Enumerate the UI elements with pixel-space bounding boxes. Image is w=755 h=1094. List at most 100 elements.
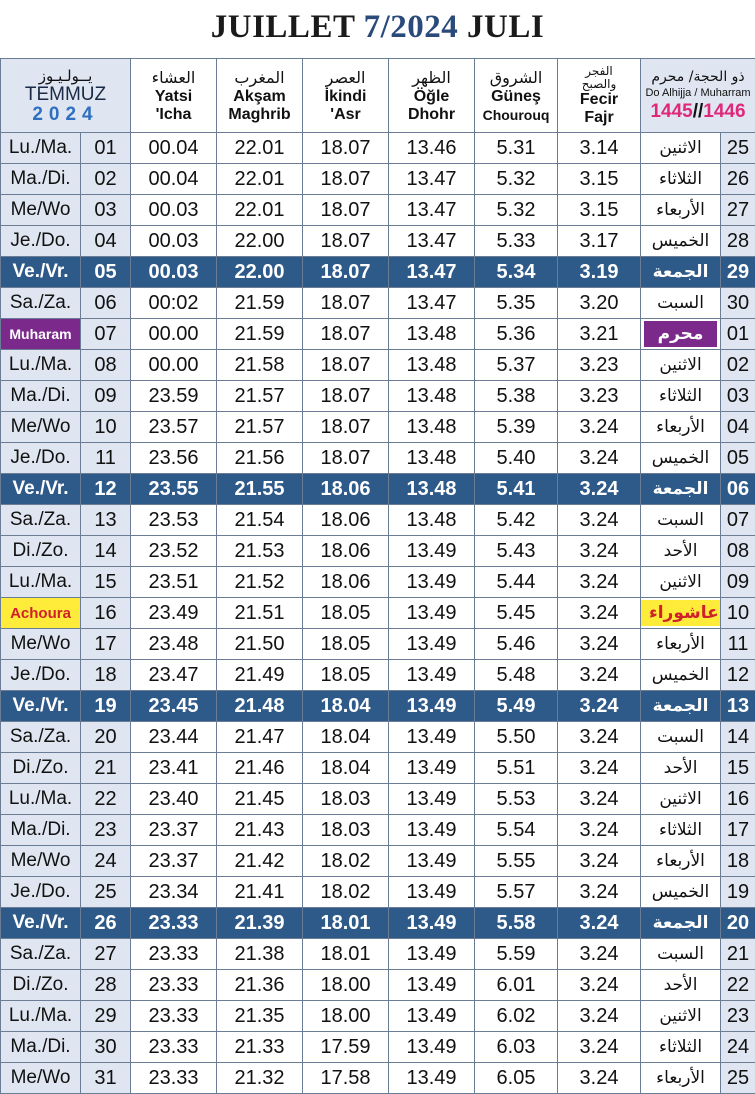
day-label: Me/Wo <box>1 846 81 877</box>
day-label: Je./Do. <box>1 443 81 474</box>
dhuhr-time: 13.49 <box>389 908 475 939</box>
fajr-time: 3.24 <box>558 846 641 877</box>
isha-time: 23.51 <box>131 567 217 598</box>
sunrise-time: 5.36 <box>475 319 558 350</box>
hijri-day-number: 29 <box>721 257 755 288</box>
sunrise-time: 5.50 <box>475 722 558 753</box>
isha-time: 23.33 <box>131 970 217 1001</box>
sunrise-time: 5.58 <box>475 908 558 939</box>
asr-time: 18.02 <box>303 877 389 908</box>
dhuhr-time: 13.47 <box>389 226 475 257</box>
dhuhr-time: 13.49 <box>389 877 475 908</box>
maghrib-time: 21.50 <box>217 629 303 660</box>
maghrib-time: 21.32 <box>217 1063 303 1094</box>
fajr-time: 3.24 <box>558 691 641 722</box>
day-label: Lu./Ma. <box>1 784 81 815</box>
sunrise-time: 5.57 <box>475 877 558 908</box>
asr-time: 18.07 <box>303 164 389 195</box>
dhuhr-time: 13.49 <box>389 1001 475 1032</box>
hijri-day-number: 14 <box>721 722 755 753</box>
hijri-day-number: 18 <box>721 846 755 877</box>
hijri-year-2: 1446 <box>703 101 745 122</box>
hijri-day-number: 27 <box>721 195 755 226</box>
asr-time: 18.01 <box>303 939 389 970</box>
asr-time: 18.05 <box>303 660 389 691</box>
isha-time: 00:02 <box>131 288 217 319</box>
hijri-day-number: 13 <box>721 691 755 722</box>
maghrib-time: 21.54 <box>217 505 303 536</box>
hijri-day-number: 09 <box>721 567 755 598</box>
dhuhr-time: 13.49 <box>389 567 475 598</box>
fajr-time: 3.14 <box>558 133 641 164</box>
fajr-time: 3.24 <box>558 1032 641 1063</box>
maghrib-time: 21.33 <box>217 1032 303 1063</box>
header-row: يــولـيـوز TEMMUZ 2024 العشاء Yatsi 'Ich… <box>1 59 755 133</box>
day-label: Me/Wo <box>1 1063 81 1094</box>
day-number: 27 <box>81 939 131 970</box>
header-month-ar: يــولـيـوز <box>1 67 130 85</box>
asr-time: 18.06 <box>303 505 389 536</box>
isha-time: 23.53 <box>131 505 217 536</box>
hijri-day-name: الجمعة <box>641 908 721 939</box>
header-asr-ar: العصر <box>303 68 388 88</box>
hijri-day-name: الأحد <box>641 536 721 567</box>
header-hijri-ar: ذو الحجة/ محرم <box>641 68 755 86</box>
day-number: 13 <box>81 505 131 536</box>
maghrib-time: 21.43 <box>217 815 303 846</box>
hijri-day-number: 06 <box>721 474 755 505</box>
hijri-highlight: عاشوراء <box>641 600 721 626</box>
dhuhr-time: 13.48 <box>389 443 475 474</box>
day-label: Me/Wo <box>1 195 81 226</box>
maghrib-time: 22.01 <box>217 133 303 164</box>
fajr-time: 3.24 <box>558 443 641 474</box>
day-label: Lu./Ma. <box>1 1001 81 1032</box>
day-label: Ve./Vr. <box>1 474 81 505</box>
dhuhr-time: 13.49 <box>389 753 475 784</box>
isha-time: 00.04 <box>131 164 217 195</box>
day-label: Ve./Vr. <box>1 908 81 939</box>
dhuhr-time: 13.49 <box>389 815 475 846</box>
maghrib-time: 21.55 <box>217 474 303 505</box>
asr-time: 18.04 <box>303 722 389 753</box>
dhuhr-time: 13.49 <box>389 629 475 660</box>
day-label: Di./Zo. <box>1 536 81 567</box>
maghrib-time: 21.35 <box>217 1001 303 1032</box>
header-isha-l1: Yatsi <box>131 88 216 106</box>
prayer-times-table: يــولـيـوز TEMMUZ 2024 العشاء Yatsi 'Ich… <box>0 58 755 1094</box>
day-number: 16 <box>81 598 131 629</box>
sunrise-time: 5.54 <box>475 815 558 846</box>
hijri-day-name: الخميس <box>641 660 721 691</box>
fajr-time: 3.24 <box>558 722 641 753</box>
day-number: 07 <box>81 319 131 350</box>
day-label: Achoura <box>1 598 81 629</box>
maghrib-time: 22.01 <box>217 195 303 226</box>
maghrib-time: 22.00 <box>217 257 303 288</box>
day-label: Sa./Za. <box>1 939 81 970</box>
hijri-day-name: الخميس <box>641 443 721 474</box>
day-number: 12 <box>81 474 131 505</box>
hijri-day-name: السبت <box>641 505 721 536</box>
day-label: Me/Wo <box>1 629 81 660</box>
isha-time: 23.57 <box>131 412 217 443</box>
fajr-time: 3.24 <box>558 598 641 629</box>
asr-time: 18.04 <box>303 753 389 784</box>
asr-time: 18.02 <box>303 846 389 877</box>
day-number: 30 <box>81 1032 131 1063</box>
asr-time: 18.07 <box>303 195 389 226</box>
header-fajr-ar2: والصبح <box>558 78 640 91</box>
header-maghrib-ar: المغرب <box>217 68 302 88</box>
day-label: Ve./Vr. <box>1 691 81 722</box>
asr-time: 18.06 <box>303 474 389 505</box>
dhuhr-time: 13.47 <box>389 195 475 226</box>
header-maghrib-l1: Akşam <box>217 88 302 106</box>
hijri-day-name: الثلاثاء <box>641 381 721 412</box>
isha-time: 23.33 <box>131 908 217 939</box>
